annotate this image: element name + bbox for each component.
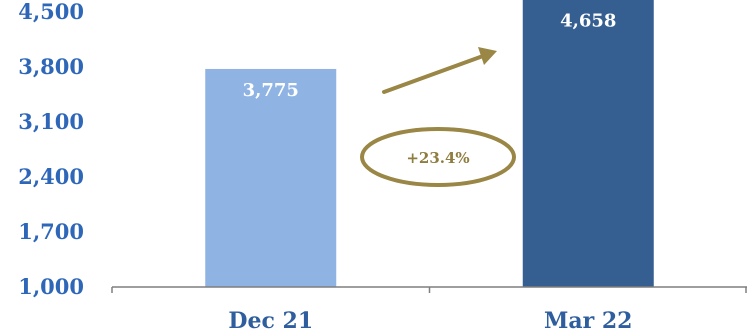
growth-annotation: +23.4% (360, 127, 516, 187)
y-tick-label: 3,100 (18, 109, 84, 134)
y-tick-label: 1,700 (18, 219, 84, 244)
y-tick-label: 1,000 (18, 274, 84, 299)
growth-arrow (382, 47, 497, 94)
bar-value-label: 3,775 (243, 80, 299, 101)
x-axis-category-labels: Dec 21 Mar 22 (228, 308, 632, 333)
bar-value-label: 4,658 (560, 11, 616, 32)
growth-percentage-label: +23.4% (406, 149, 469, 167)
bar-value-labels: 3,775 4,658 (243, 11, 617, 101)
bar (522, 0, 654, 287)
x-category-label: Dec 21 (228, 308, 313, 333)
y-tick-label: 4,500 (18, 0, 84, 24)
bars (205, 0, 654, 287)
y-tick-label: 2,400 (18, 164, 84, 189)
y-axis-ticks: 1,000 1,700 2,400 3,100 3,800 4,500 (18, 0, 84, 299)
bar (205, 68, 337, 287)
x-axis-ticks (111, 287, 747, 293)
y-tick-label: 3,800 (18, 54, 84, 79)
x-category-label: Mar 22 (544, 308, 632, 333)
annotation-ellipse (360, 127, 516, 187)
